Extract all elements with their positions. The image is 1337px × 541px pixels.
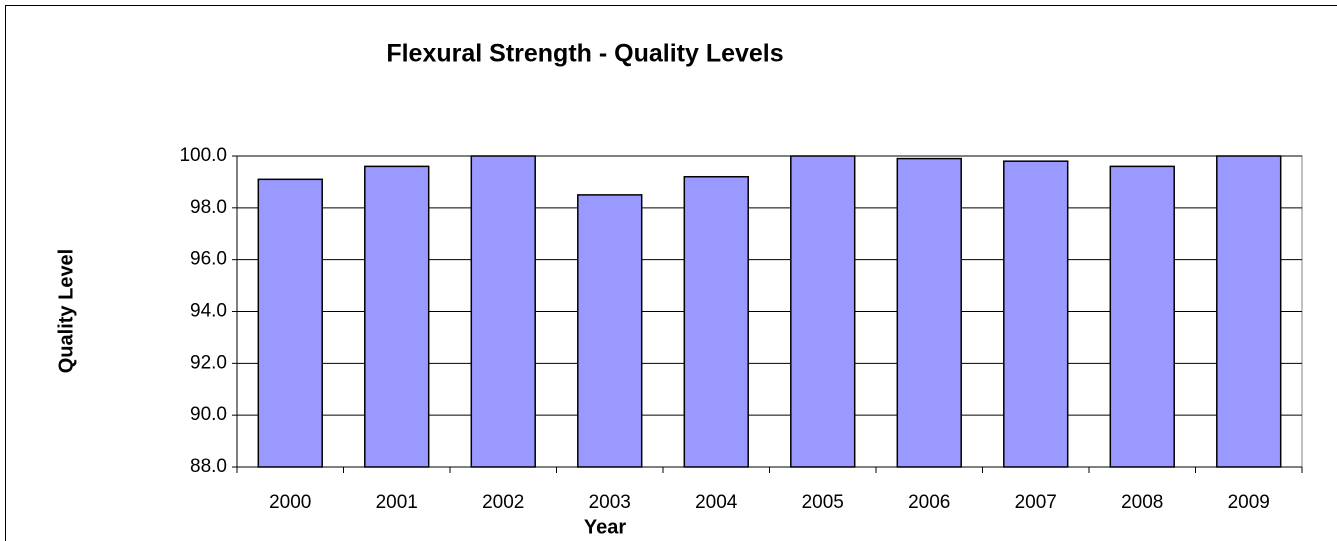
bar: [577, 194, 643, 468]
bar: [257, 178, 323, 468]
y-tick-label: 90.0: [190, 404, 227, 425]
x-tick-label: 2002: [482, 492, 524, 513]
y-axis-title: Quality Level: [55, 249, 77, 374]
y-tick-label: 92.0: [190, 352, 227, 373]
bar: [1216, 155, 1282, 468]
x-tick-label: 2004: [695, 492, 738, 513]
bar: [790, 155, 856, 468]
bar: [896, 157, 962, 468]
x-tick-label: 2003: [589, 492, 631, 513]
x-tick-label: 2009: [1228, 492, 1270, 513]
y-tick-label: 96.0: [190, 249, 227, 270]
x-axis-title: Year: [584, 516, 626, 538]
y-tick-label: 88.0: [190, 456, 227, 477]
y-tick-label: 98.0: [190, 197, 227, 218]
x-tick-label: 2000: [269, 492, 311, 513]
bar: [1003, 160, 1069, 468]
chart-title: Flexural Strength - Quality Levels: [386, 40, 783, 68]
chart-frame: [5, 5, 1337, 541]
bar: [470, 155, 536, 468]
x-tick-label: 2005: [802, 492, 844, 513]
x-tick-label: 2007: [1015, 492, 1057, 513]
bar: [364, 165, 430, 468]
x-tick-label: 2008: [1121, 492, 1163, 513]
x-tick-label: 2006: [908, 492, 950, 513]
x-tick-label: 2001: [376, 492, 418, 513]
y-tick-label: 94.0: [190, 301, 227, 322]
bar: [683, 175, 749, 468]
y-tick-label: 100.0: [179, 145, 227, 166]
bar: [1109, 165, 1175, 468]
